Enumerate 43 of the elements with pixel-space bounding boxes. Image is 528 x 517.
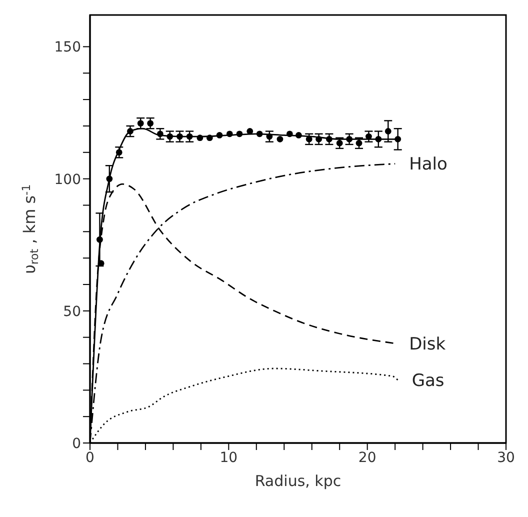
point [106,176,113,182]
point [266,133,273,140]
point [384,128,392,134]
point [336,140,343,146]
x-tick-label: 0 [86,450,94,466]
series-label: Gas [412,371,444,392]
point [147,120,154,127]
point [316,136,322,142]
point [356,140,362,146]
x-tick-label: 30 [497,450,515,466]
y-tick-label: 50 [63,304,81,320]
point [295,132,302,138]
point [346,136,353,142]
x-tick-label: 20 [358,450,376,466]
point [196,134,204,142]
point [226,130,233,138]
point [246,128,254,134]
point [375,136,382,142]
point [216,132,223,138]
point [206,134,213,142]
point [276,136,284,142]
point [166,133,174,140]
point [137,120,144,127]
point [176,133,183,140]
point [156,130,164,138]
point [394,136,402,142]
point [236,130,243,138]
x-axis-title: Radius, kpc [254,472,342,490]
point [186,133,193,140]
point [326,136,332,142]
point [116,149,122,156]
point [256,130,263,138]
y-tick-label: 0 [72,436,81,452]
point [286,130,293,138]
point [366,133,372,140]
series-label: Disk [409,334,446,354]
series-label: Halo [409,154,448,175]
point [306,136,312,142]
x-tick-label: 10 [220,450,238,466]
point [96,236,103,243]
y-tick-label: 150 [54,40,81,56]
point [127,128,134,134]
y-tick-label: 100 [54,172,81,188]
